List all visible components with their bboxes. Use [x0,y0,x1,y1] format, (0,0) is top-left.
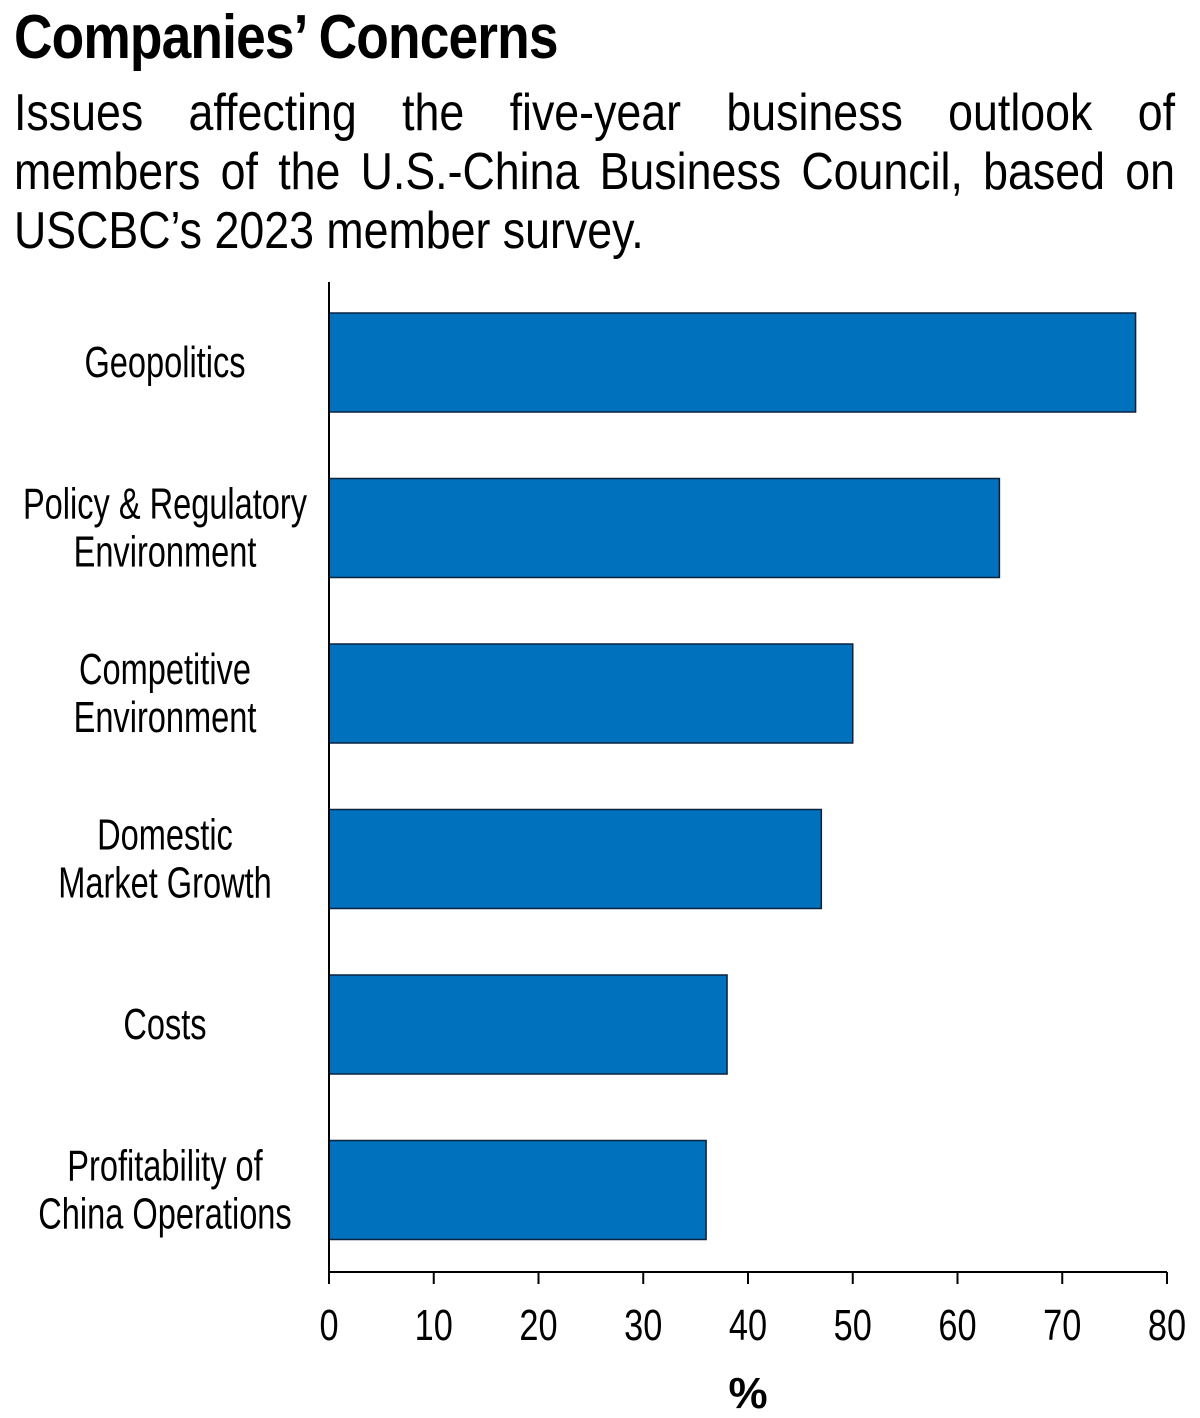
bar-1 [328,477,1001,579]
x-tick-label-2: 20 [519,1301,557,1350]
category-label-5-line-1: China Operations [38,1190,291,1239]
bar-4 [328,974,728,1075]
bar-2 [328,643,854,744]
category-label-1-line-1: Environment [74,528,257,577]
x-ticks: 0 10 20 30 40 50 60 70 80 [319,1272,1186,1350]
category-label-3-line-1: Market Growth [58,859,272,908]
category-label-0-line-0: Geopolitics [84,338,245,387]
bar-5 [328,1139,707,1241]
chart-subtitle: Issues affecting the five-year business … [14,84,1175,260]
category-label-3-line-0: Domestic [97,811,233,860]
x-tick-label-8: 80 [1148,1301,1186,1350]
category-label-2-line-0: Competitive [79,645,251,694]
x-tick-label-7: 70 [1043,1301,1081,1350]
category-label-5-line-0: Profitability of [67,1142,263,1191]
axes-group [328,282,1167,1284]
category-label-2-line-1: Environment [74,693,257,742]
x-tick-label-0: 0 [319,1301,338,1350]
x-axis-title: % [728,1369,767,1418]
category-label-1-line-0: Policy & Regulatory [23,480,307,529]
bars-group [328,312,1137,1241]
chart-title: Companies’ Concerns [14,3,559,72]
x-tick-label-4: 40 [729,1301,767,1350]
category-label-4-line-0: Costs [123,1000,206,1049]
x-tick-label-6: 60 [938,1301,976,1350]
bar-0 [328,312,1137,413]
x-tick-label-3: 30 [624,1301,662,1350]
x-tick-label-5: 50 [834,1301,872,1350]
bar-3 [328,808,823,910]
x-tick-label-1: 10 [415,1301,453,1350]
